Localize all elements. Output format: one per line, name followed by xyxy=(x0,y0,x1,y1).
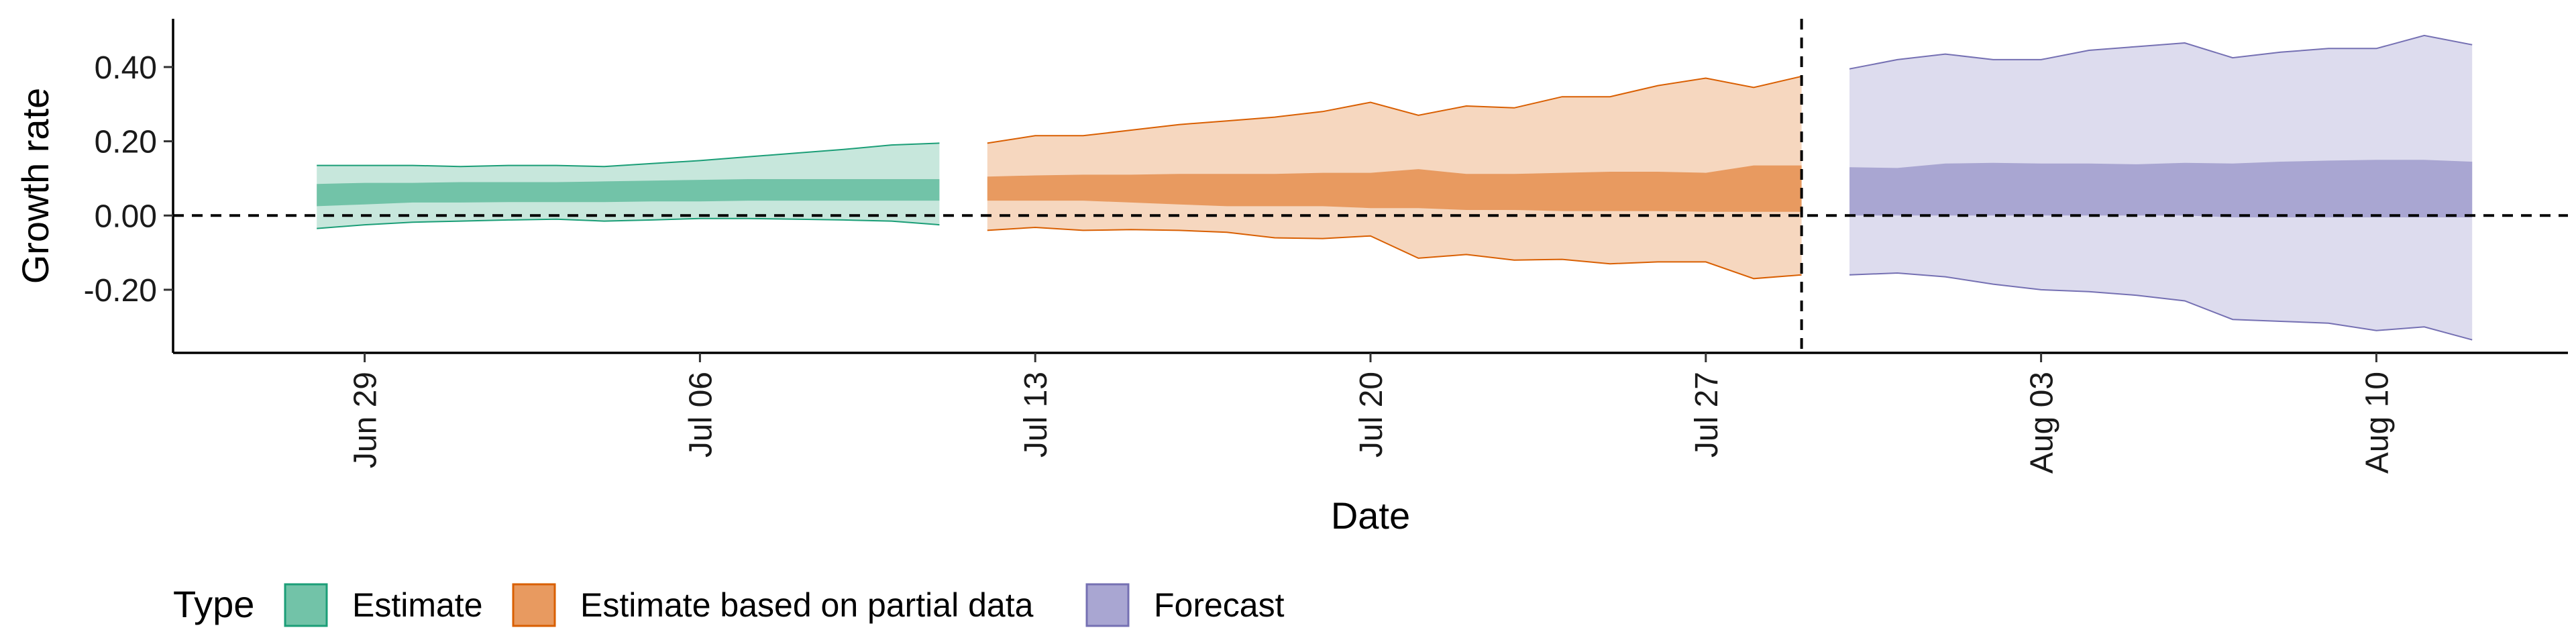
inner-band-estimate-based-on-partial-data xyxy=(987,165,1802,212)
ribbons-layer xyxy=(317,34,2473,341)
lower-edge-estimate-based-on-partial-data xyxy=(987,226,1802,280)
y-tick-label: 0.40 xyxy=(95,50,157,86)
legend-key-estimate-based-on-partial-data xyxy=(512,583,556,627)
y-tick-label: 0.00 xyxy=(95,199,157,234)
reference-lines-layer xyxy=(173,19,2568,353)
legend-label-estimate-based-on-partial-data: Estimate based on partial data xyxy=(580,586,1034,624)
x-tick-label: Jul 20 xyxy=(1354,372,1389,458)
y-axis-title: Growth rate xyxy=(14,88,56,284)
axes-layer: -0.20 0.00 0.20 0.40 Jun 29 Jul 06 Jul 13 Jul 2… xyxy=(14,19,2568,537)
inner-band-estimate xyxy=(317,179,940,207)
legend-key-estimate xyxy=(284,583,328,627)
upper-edge-forecast xyxy=(1849,34,2473,70)
legend: Type Estimate Estimate based on partial da… xyxy=(173,583,1285,627)
y-tick-label: 0.20 xyxy=(95,125,157,160)
x-tick-label: Jun 29 xyxy=(348,372,384,468)
x-tick-label: Jul 27 xyxy=(1689,372,1725,458)
legend-title: Type xyxy=(173,583,254,625)
legend-label-forecast: Forecast xyxy=(1154,586,1285,624)
x-axis-title: Date xyxy=(1331,494,1410,537)
y-tick-label: -0.20 xyxy=(84,273,157,309)
x-tick-label: Aug 03 xyxy=(2025,372,2060,474)
series-estimate xyxy=(317,142,940,229)
lower-edge-forecast xyxy=(1849,272,2473,341)
legend-key-forecast xyxy=(1085,583,1130,627)
x-tick-label: Jul 13 xyxy=(1018,372,1054,458)
upper-edge-estimate xyxy=(317,142,940,168)
legend-label-estimate: Estimate xyxy=(352,586,483,624)
x-tick-label: Aug 10 xyxy=(2359,372,2395,474)
x-tick-label: Jul 06 xyxy=(683,372,718,458)
lower-edge-estimate xyxy=(317,217,940,229)
series-estimate-based-on-partial-data xyxy=(987,75,1802,280)
upper-edge-estimate-based-on-partial-data xyxy=(987,75,1802,144)
inner-band-forecast xyxy=(1849,160,2473,217)
series-forecast xyxy=(1849,34,2473,341)
